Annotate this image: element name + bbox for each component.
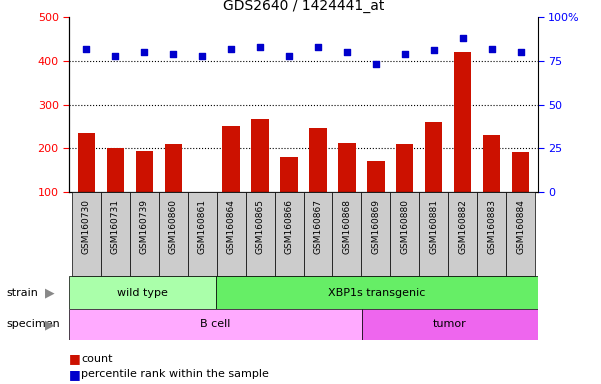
Point	[458, 35, 468, 41]
Bar	[425, 122, 442, 192]
Text: GSM160866: GSM160866	[284, 199, 293, 254]
Text: GSM160882: GSM160882	[458, 199, 467, 254]
Bar	[69, 309, 362, 340]
Bar	[159, 192, 188, 276]
Text: ■: ■	[69, 353, 81, 366]
Bar	[275, 192, 304, 276]
Text: strain: strain	[6, 288, 38, 298]
Text: ▶: ▶	[45, 286, 55, 299]
Text: count: count	[81, 354, 112, 364]
Bar	[136, 151, 153, 192]
Bar	[188, 192, 217, 276]
Point	[371, 61, 380, 68]
Point	[342, 49, 352, 55]
Text: specimen: specimen	[6, 319, 59, 329]
Bar	[78, 133, 95, 192]
Text: GSM160869: GSM160869	[371, 199, 380, 254]
Text: GSM160730: GSM160730	[82, 199, 91, 254]
Text: GSM160861: GSM160861	[198, 199, 207, 254]
Text: GSM160867: GSM160867	[314, 199, 323, 254]
Bar	[396, 144, 413, 192]
Point	[168, 51, 178, 57]
Bar	[338, 142, 356, 192]
Bar	[506, 192, 535, 276]
Bar	[107, 148, 124, 192]
Bar	[454, 52, 471, 192]
Bar	[361, 192, 390, 276]
Bar	[310, 128, 327, 192]
Text: XBP1s transgenic: XBP1s transgenic	[328, 288, 426, 298]
Bar	[246, 192, 275, 276]
Point	[197, 53, 207, 59]
Point	[111, 53, 120, 59]
Bar	[216, 276, 538, 309]
Text: GSM160884: GSM160884	[516, 199, 525, 254]
Bar	[390, 192, 419, 276]
Text: B cell: B cell	[200, 319, 231, 329]
Text: GSM160883: GSM160883	[487, 199, 496, 254]
Text: wild type: wild type	[117, 288, 168, 298]
Text: GSM160881: GSM160881	[429, 199, 438, 254]
Bar	[280, 157, 297, 192]
Text: ▶: ▶	[45, 318, 55, 331]
Point	[400, 51, 410, 57]
Point	[255, 44, 265, 50]
Text: GSM160739: GSM160739	[140, 199, 149, 254]
Text: GSM160880: GSM160880	[400, 199, 409, 254]
Bar	[419, 192, 448, 276]
Bar	[332, 192, 361, 276]
Point	[429, 47, 439, 53]
Bar	[477, 192, 506, 276]
Point	[227, 46, 236, 52]
Bar	[222, 126, 240, 192]
Bar	[362, 309, 538, 340]
Text: GSM160865: GSM160865	[255, 199, 264, 254]
Text: GSM160731: GSM160731	[111, 199, 120, 254]
Text: GDS2640 / 1424441_at: GDS2640 / 1424441_at	[223, 0, 384, 13]
Bar	[69, 276, 216, 309]
Bar	[72, 192, 101, 276]
Bar	[512, 152, 529, 192]
Bar	[217, 192, 246, 276]
Bar	[448, 192, 477, 276]
Bar	[251, 119, 269, 192]
Text: tumor: tumor	[433, 319, 467, 329]
Point	[313, 44, 323, 50]
Bar	[483, 135, 500, 192]
Text: ■: ■	[69, 368, 81, 381]
Text: GSM160860: GSM160860	[169, 199, 178, 254]
Point	[82, 46, 91, 52]
Point	[487, 46, 496, 52]
Text: GSM160864: GSM160864	[227, 199, 236, 254]
Text: percentile rank within the sample: percentile rank within the sample	[81, 369, 269, 379]
Bar	[165, 144, 182, 192]
Bar	[367, 161, 385, 192]
Bar	[304, 192, 332, 276]
Point	[516, 49, 525, 55]
Bar	[101, 192, 130, 276]
Point	[284, 53, 294, 59]
Point	[139, 49, 149, 55]
Text: GSM160868: GSM160868	[343, 199, 352, 254]
Bar	[130, 192, 159, 276]
